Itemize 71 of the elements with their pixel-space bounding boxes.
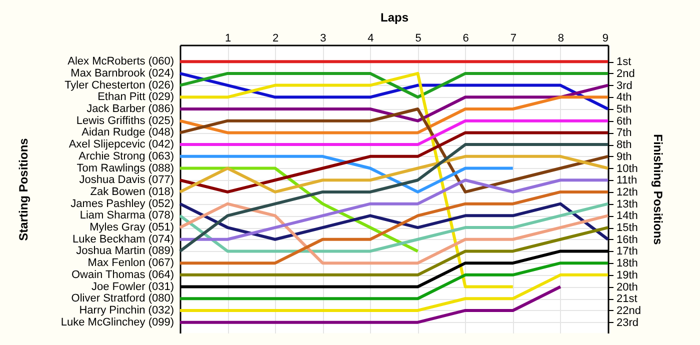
line-series bbox=[178, 143, 610, 253]
y-axis-title: Finishing Positions bbox=[650, 134, 665, 246]
y-tick-label: 13th bbox=[616, 198, 638, 210]
y-tick-label: 20th bbox=[616, 281, 638, 294]
y-tick-label: 17th bbox=[616, 246, 638, 258]
x-tick-label: 9 bbox=[602, 32, 608, 44]
y-tick-label: 18th bbox=[616, 258, 638, 270]
series-label: Lewis Griffiths (025) bbox=[76, 114, 174, 127]
series-label: James Pashley (052) bbox=[70, 198, 174, 210]
y-tick-label: 9th bbox=[616, 150, 632, 163]
y-tick-label: 15th bbox=[616, 222, 638, 234]
series-label: Liam Sharma (078) bbox=[80, 210, 174, 222]
series-label: Alex McRoberts (060) bbox=[68, 56, 174, 68]
y-tick-label: 16th bbox=[616, 234, 638, 246]
text: Starting Positions bbox=[16, 138, 30, 241]
series-label: Aidan Rudge (048) bbox=[82, 126, 174, 139]
y-tick-label: 23rd bbox=[616, 316, 639, 329]
line-series bbox=[178, 226, 610, 276]
y-tick-label: 21st bbox=[616, 293, 638, 306]
x-tick-label: 6 bbox=[462, 32, 469, 44]
y-tick-label: 2nd bbox=[616, 68, 635, 80]
y-tick-label: 6th bbox=[616, 115, 632, 128]
series-label: Owain Thomas (064) bbox=[71, 268, 174, 281]
series-label: Joshua Martin (089) bbox=[76, 245, 174, 258]
y-tick-label: 22nd bbox=[616, 304, 641, 317]
line-series bbox=[178, 131, 610, 194]
series-label: Max Barnbrook (024) bbox=[70, 67, 174, 80]
y-tick-label: 1st bbox=[616, 56, 632, 68]
y-tick-label: 8th bbox=[616, 139, 632, 152]
x-tick-label: 8 bbox=[558, 32, 564, 44]
y-tick-label: 5th bbox=[616, 104, 632, 116]
series-label: Ethan Pitt (029) bbox=[98, 91, 174, 104]
line-series bbox=[178, 202, 610, 241]
x-tick-label: 2 bbox=[272, 32, 279, 44]
series-label: Joe Fowler (031) bbox=[91, 280, 174, 293]
y-tick-label: 11th bbox=[616, 174, 638, 187]
series-label: Archie Strong (063) bbox=[78, 150, 174, 162]
series-label: Tom Rawlings (088) bbox=[76, 162, 174, 174]
y-tick-label: 12th bbox=[616, 186, 638, 198]
series-label: Luke Beckham (074) bbox=[72, 233, 174, 246]
x-tick-label: 4 bbox=[368, 32, 374, 44]
line-series bbox=[178, 108, 610, 194]
series-label: Luke McGlinchey (099) bbox=[60, 316, 174, 328]
y-tick-label: 19th bbox=[616, 269, 638, 282]
line-series bbox=[178, 202, 610, 253]
x-tick-label: 1 bbox=[224, 32, 232, 44]
series-label: Max Fenlon (067) bbox=[88, 257, 174, 270]
y-tick-label: 10th bbox=[616, 162, 638, 175]
y-tick-label: 14th bbox=[616, 210, 638, 222]
line-series bbox=[178, 72, 610, 110]
series-label: Jack Barber (086) bbox=[86, 103, 174, 115]
line-series bbox=[178, 96, 610, 134]
line-series bbox=[178, 154, 610, 194]
x-tick-label: 3 bbox=[320, 32, 326, 44]
y-tick-label: 4th bbox=[616, 92, 632, 104]
x-axis-title: Laps bbox=[380, 10, 409, 24]
x-tick-label: 5 bbox=[415, 32, 422, 44]
series-label: Harry Pinchin (032) bbox=[79, 304, 174, 316]
line-series bbox=[178, 84, 610, 122]
y-tick-label: 7th bbox=[616, 127, 632, 140]
line-series bbox=[178, 178, 610, 241]
series-label: Oliver Stratford (080) bbox=[71, 292, 174, 305]
line-series bbox=[178, 202, 610, 265]
y-tick-label: 3rd bbox=[616, 80, 632, 92]
x-tick-label: 7 bbox=[510, 32, 516, 44]
line-series bbox=[178, 190, 610, 265]
series-label: Axel Slijepcevic (042) bbox=[68, 138, 174, 151]
series-label: Joshua Davis (077) bbox=[79, 174, 174, 186]
series-label: Tyler Chesterton (026) bbox=[64, 79, 174, 92]
series-label: Zak Bowen (018) bbox=[90, 186, 174, 198]
series-label: Myles Gray (051) bbox=[90, 222, 174, 234]
